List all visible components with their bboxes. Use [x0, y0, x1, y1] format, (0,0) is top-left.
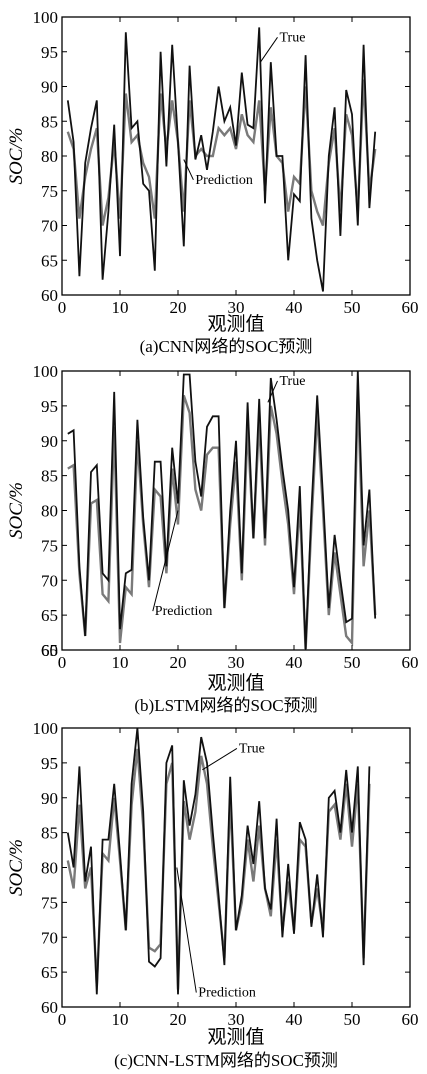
y-tick-label: 100 — [33, 8, 59, 27]
y-axis-label: SOC/% — [6, 482, 27, 539]
y-tick-label: 95 — [41, 754, 58, 773]
y-axis-label: SOC/% — [6, 839, 27, 896]
x-tick-label: 50 — [344, 298, 361, 317]
x-tick-label: 30 — [228, 1010, 245, 1029]
annotation-label-prediction: Prediction — [198, 986, 256, 1001]
x-tick-label: 60 — [402, 653, 419, 672]
x-tick-label: 30 — [228, 298, 245, 317]
x-tick-label: 20 — [170, 1010, 187, 1029]
y-tick-label: 90 — [41, 432, 58, 451]
annotation-label-prediction: Prediction — [155, 604, 213, 619]
y-tick-label: 95 — [41, 43, 58, 62]
x-tick-label: 50 — [344, 1010, 361, 1029]
x-tick-label: 40 — [286, 1010, 303, 1029]
y-axis-label: SOC/% — [6, 128, 27, 185]
x-tick-label: 20 — [170, 653, 187, 672]
y-tick-label: 65 — [41, 251, 58, 270]
x-tick-label: 60 — [402, 298, 419, 317]
annotation-arrow — [152, 510, 179, 612]
series-line-true — [67, 370, 377, 651]
series-line-true — [66, 27, 377, 292]
x-tick-label: 10 — [112, 653, 129, 672]
y-tick-label: 65 — [41, 963, 58, 982]
y-tick-label: 85 — [41, 467, 58, 486]
y-tick-label: 70 — [41, 571, 58, 590]
annotation-arrow — [176, 867, 197, 993]
annotation-arrow — [267, 380, 278, 403]
x-tick-label: 0 — [58, 1010, 67, 1029]
x-tick-label: 10 — [112, 1010, 129, 1029]
chart-panel-1: 0 10 20 30 40 50 60 60 65 70 75 80 85 90 95 100 True Pred… — [6, 8, 419, 356]
y-tick-label: 90 — [41, 789, 58, 808]
y-tick-label: 80 — [41, 859, 58, 878]
x-axis-label: 观测值 — [207, 672, 264, 694]
y-tick-label: 70 — [41, 217, 58, 236]
x-tick-label: 60 — [402, 1010, 419, 1029]
y-tick-label: 85 — [41, 112, 58, 131]
x-tick-label: 0 — [58, 298, 67, 317]
y-tick-label: 100 — [33, 719, 59, 738]
y-tick-label: 85 — [41, 824, 58, 843]
x-tick-label: 50 — [344, 653, 361, 672]
panel-caption: (b)LSTM网络的SOC预测 — [134, 696, 317, 715]
chart-panel-2: 0 10 20 30 40 50 60656065707580859095100TruePr… — [6, 362, 419, 715]
annotation-arrow — [202, 747, 238, 771]
y-tick-label: 65 — [41, 641, 58, 660]
y-tick-label: 75 — [41, 182, 58, 201]
x-tick-label: 40 — [286, 653, 303, 672]
y-tick-label: 60 — [41, 641, 58, 660]
series-line-true — [66, 727, 371, 995]
y-tick-label: 65 — [41, 606, 58, 625]
y-tick-label: 80 — [41, 502, 58, 521]
x-tick-label: 20 — [170, 298, 187, 317]
y-tick-label: 95 — [41, 397, 58, 416]
chart-panel-3: 0 10 20 30 40 50 60 60 65 70 75 80 85 90 95 100 True Pred… — [6, 719, 419, 1070]
x-tick-label: 0 — [58, 653, 67, 672]
y-tick-label: 80 — [41, 147, 58, 166]
y-tick-label: 100 — [33, 362, 59, 381]
y-tick-label: 60 — [41, 286, 58, 305]
y-tick-label: 90 — [41, 78, 58, 97]
x-tick-label: 30 — [228, 653, 245, 672]
panel-caption: (c)CNN-LSTM网络的SOC预测 — [114, 1051, 338, 1070]
y-tick-label: 75 — [41, 536, 58, 555]
y-tick-label: 60 — [41, 998, 58, 1017]
y-tick-label: 75 — [41, 893, 58, 912]
x-tick-label: 10 — [112, 298, 129, 317]
annotation-label-true: True — [239, 741, 265, 756]
panel-caption: (a)CNN网络的SOC预测 — [140, 337, 313, 356]
annotation-arrow — [183, 159, 194, 181]
annotation-label-true: True — [280, 30, 306, 45]
x-axis-label: 观测值 — [207, 1026, 264, 1048]
annotation-label-prediction: Prediction — [195, 173, 253, 188]
annotation-label-true: True — [280, 374, 306, 389]
x-axis-label: 观测值 — [207, 313, 264, 335]
series-line-prediction — [66, 748, 371, 990]
y-tick-label: 70 — [41, 928, 58, 947]
annotation-arrow — [259, 37, 278, 63]
series-line-prediction — [66, 79, 377, 226]
x-tick-label: 40 — [286, 298, 303, 317]
